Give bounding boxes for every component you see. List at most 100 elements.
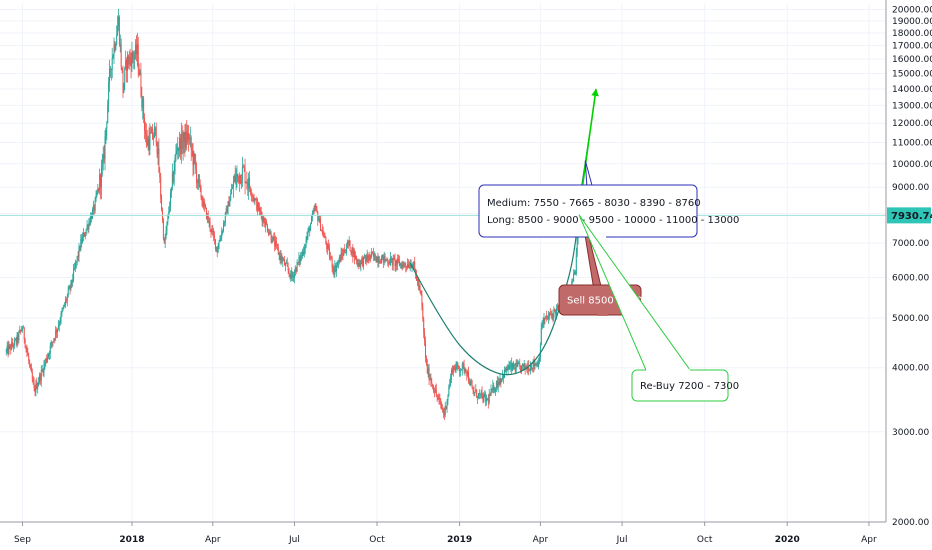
candle-body xyxy=(451,369,453,373)
candle-body xyxy=(363,256,365,266)
candle-body xyxy=(175,151,177,157)
candle-body xyxy=(477,393,479,399)
candle-body xyxy=(398,258,400,262)
candle-body xyxy=(553,309,555,318)
candle-body xyxy=(320,229,322,231)
candle-body xyxy=(432,384,434,388)
candle-body xyxy=(284,259,286,266)
candle-body xyxy=(258,208,260,211)
candle-body xyxy=(274,238,276,247)
candle-body xyxy=(194,153,196,162)
candle-body xyxy=(102,154,104,163)
candle-body xyxy=(133,56,135,60)
candle-body xyxy=(95,194,97,200)
candle-body xyxy=(387,260,389,264)
candle-body xyxy=(132,52,134,57)
candle-body xyxy=(404,263,406,266)
candle-body xyxy=(186,131,188,143)
x-tick-label: Jul xyxy=(288,535,300,545)
candle-body xyxy=(107,104,109,123)
candle-body xyxy=(32,379,34,384)
candle-body xyxy=(409,264,411,267)
candle-body xyxy=(146,138,148,146)
candle-body xyxy=(139,72,141,75)
candle-body xyxy=(459,368,461,372)
candle-body xyxy=(117,26,119,36)
candle-body xyxy=(344,249,346,253)
candle-body xyxy=(293,275,295,278)
candle-body xyxy=(438,398,440,399)
candle-body xyxy=(520,365,522,372)
candle-body xyxy=(101,162,103,167)
candle-body xyxy=(446,400,448,409)
candle-body xyxy=(306,236,308,240)
candle-body xyxy=(52,341,54,343)
candle-body xyxy=(179,137,181,154)
candle-body xyxy=(535,364,537,366)
candle-body xyxy=(342,254,344,256)
candle-body xyxy=(393,257,395,259)
candle-body xyxy=(574,272,576,275)
candle-body xyxy=(448,387,450,396)
candle-body xyxy=(173,171,175,182)
candle-body xyxy=(122,69,124,93)
candle-body xyxy=(56,329,58,333)
candle-body xyxy=(392,257,394,266)
candle-body xyxy=(487,398,489,403)
candle-body xyxy=(297,261,299,263)
candle-body xyxy=(180,133,182,154)
candle-body xyxy=(49,345,51,355)
candle-body xyxy=(74,263,76,269)
candle-body xyxy=(189,137,191,139)
candle-body xyxy=(424,332,426,342)
candle-body xyxy=(117,16,119,27)
candle-body xyxy=(389,257,391,265)
candle-body xyxy=(317,212,319,221)
candle-body xyxy=(152,128,154,139)
candle-body xyxy=(210,229,212,232)
candle-body xyxy=(187,133,189,143)
candle-body xyxy=(298,256,300,263)
candle-body xyxy=(119,44,121,45)
chart-drawings[interactable]: Sell 8500 - 8700 Medium: 7550 - 7665 - 80… xyxy=(409,88,739,402)
candle-body xyxy=(461,363,463,370)
candle-body xyxy=(555,311,557,315)
candle-body xyxy=(54,338,56,340)
current-price-label: 7930.74 xyxy=(891,211,932,222)
candle-body xyxy=(481,391,483,396)
candle-body xyxy=(300,255,302,262)
candle-body xyxy=(110,68,112,71)
candle-body xyxy=(161,197,163,211)
candle-body xyxy=(433,387,435,392)
candle-body xyxy=(59,321,61,325)
candle-body xyxy=(386,259,388,261)
candle-body xyxy=(31,372,33,380)
candle-body xyxy=(174,156,176,172)
candle-body xyxy=(19,329,21,333)
candle-body xyxy=(188,133,190,140)
candle-body xyxy=(131,52,133,68)
x-tick-label: 2020 xyxy=(775,535,800,545)
candle-body xyxy=(380,262,382,264)
candle-body xyxy=(79,246,81,250)
candle-body xyxy=(544,318,546,320)
candle-body xyxy=(97,188,99,193)
candle-body xyxy=(374,253,376,261)
candle-body xyxy=(279,253,281,260)
candle-body xyxy=(347,241,349,243)
x-tick-label: Sep xyxy=(14,535,31,545)
candle-body xyxy=(282,259,284,262)
candle-body xyxy=(506,366,508,371)
candle-body xyxy=(464,369,466,372)
candle-body xyxy=(239,174,241,183)
candle-body xyxy=(486,398,488,400)
candle-body xyxy=(419,286,421,291)
candle-body xyxy=(460,370,462,372)
candle-body xyxy=(537,362,539,367)
candle-body xyxy=(126,55,128,71)
candle-body xyxy=(269,232,271,234)
candle-body xyxy=(313,210,315,212)
candle-body xyxy=(357,260,359,267)
candle-body xyxy=(111,57,113,71)
